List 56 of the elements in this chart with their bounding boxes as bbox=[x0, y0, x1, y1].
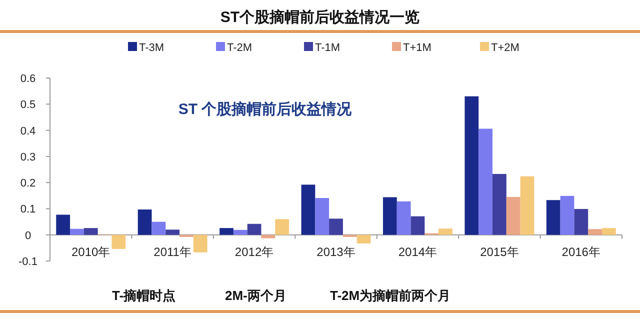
x-tick-label: 2015年 bbox=[480, 244, 519, 259]
bar bbox=[478, 128, 492, 235]
y-tick-label: 0.1 bbox=[20, 204, 36, 216]
bar bbox=[520, 176, 534, 235]
bar bbox=[152, 222, 166, 235]
bar bbox=[506, 196, 520, 235]
bar bbox=[588, 229, 602, 235]
y-tick-label: -0.1 bbox=[18, 256, 38, 268]
bar bbox=[301, 184, 316, 235]
annotation: ST 个股摘帽前后收益情况 bbox=[178, 100, 353, 118]
x-tick-label: 2013年 bbox=[316, 244, 356, 259]
bar bbox=[315, 198, 330, 235]
bar bbox=[84, 228, 98, 235]
y-tick-label: 0.3 bbox=[20, 151, 36, 164]
y-tick-label: 0.5 bbox=[20, 99, 36, 112]
legend-label: T+1M bbox=[403, 42, 432, 54]
chart-title: ST个股摘帽前后收益情况一览 bbox=[220, 8, 420, 26]
legend-label: T+2M bbox=[491, 42, 520, 54]
x-tick-label: 2010年 bbox=[72, 244, 110, 259]
bar bbox=[166, 230, 180, 235]
legend-label: T-2M bbox=[227, 42, 252, 54]
bar bbox=[56, 214, 70, 235]
bar bbox=[275, 219, 290, 235]
y-tick-label: 0.6 bbox=[20, 73, 36, 85]
bar bbox=[247, 224, 262, 235]
bar bbox=[112, 234, 126, 249]
bar bbox=[329, 218, 343, 235]
x-tick-label: 2014年 bbox=[398, 244, 438, 259]
bar bbox=[396, 201, 411, 235]
bar bbox=[382, 197, 397, 235]
legend-label: T-3M bbox=[139, 42, 164, 54]
bar bbox=[560, 196, 574, 235]
bar bbox=[546, 200, 560, 235]
bar bbox=[138, 210, 152, 235]
y-tick-label: 0.2 bbox=[20, 178, 36, 190]
bar bbox=[220, 228, 234, 235]
bar bbox=[438, 228, 452, 235]
text: T-摘帽时点 bbox=[112, 288, 176, 303]
legend-label: T-1M bbox=[315, 42, 340, 54]
text: 2M-两个月 bbox=[225, 288, 286, 303]
bar bbox=[574, 208, 588, 235]
bar bbox=[410, 216, 425, 235]
bar bbox=[193, 234, 208, 252]
bar bbox=[492, 174, 506, 235]
bar bbox=[356, 234, 371, 244]
text: T-2M为摘帽前两个月 bbox=[330, 288, 451, 303]
bar bbox=[70, 228, 84, 235]
x-tick-label: 2012年 bbox=[234, 244, 274, 259]
x-tick-label: 2016年 bbox=[562, 244, 600, 259]
bar bbox=[464, 96, 479, 235]
y-tick-label: 0.4 bbox=[20, 125, 36, 138]
x-tick-label: 2011年 bbox=[154, 244, 192, 259]
bar bbox=[261, 234, 276, 238]
y-tick-label: 0 bbox=[24, 230, 32, 242]
bar bbox=[602, 228, 616, 235]
bar bbox=[233, 230, 248, 235]
